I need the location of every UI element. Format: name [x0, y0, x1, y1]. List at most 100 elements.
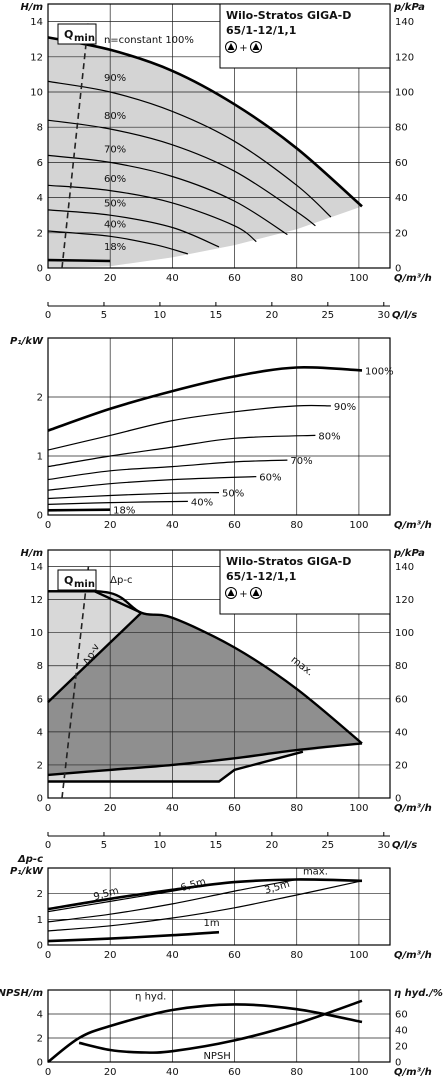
y-axis-label: P₁/kW — [10, 336, 44, 347]
qmin-box — [57, 569, 97, 591]
y-right-tick-label: 100 — [395, 628, 414, 639]
pump-arrow-icon — [227, 43, 235, 50]
x-tick-label: 0 — [45, 803, 51, 814]
chart-1: 0 20 40 60 80 1000246810121402040608010012014… — [21, 2, 432, 321]
legend-symbol: + — [239, 589, 247, 600]
y-tick-label: 6 — [37, 158, 43, 169]
x-tick-label: 40 — [166, 273, 179, 284]
x-tick-label: 80 — [290, 1067, 303, 1078]
y-right-tick-label: 140 — [395, 562, 414, 573]
series-label-18: 18% — [104, 242, 126, 253]
x-tick-label: 0 — [45, 950, 51, 961]
series-label-100: 100% — [365, 366, 394, 377]
x-tick-label: 60 — [228, 1067, 241, 1078]
series-line-80 — [47, 119, 316, 227]
series-label-70: 70% — [290, 456, 312, 467]
y-right-tick-label: 40 — [395, 1026, 408, 1037]
x-tick-label: 40 — [166, 950, 179, 961]
series-label-max: max. — [303, 866, 328, 877]
x-axis-label: Q/m³/h — [394, 950, 432, 961]
pump-arrow-icon — [227, 589, 235, 596]
x-axis-label: Q/m³/h — [394, 1067, 432, 1078]
y-right-tick-label: 120 — [395, 595, 414, 606]
series-line-100 — [47, 366, 363, 432]
max-label: max. — [289, 654, 315, 678]
series-line-3-5m — [47, 880, 363, 932]
series-label-70: 70% — [104, 145, 126, 156]
qmin-subscript: min — [74, 33, 95, 44]
plot-frame — [47, 989, 391, 1063]
y-right-tick-label: 40 — [395, 727, 408, 738]
x-secondary-tick-label: 0 — [45, 310, 51, 321]
series-label-50: 50% — [104, 199, 126, 210]
x-secondary-axis-label: Q/l/s — [392, 310, 417, 321]
plot-frame — [47, 337, 391, 516]
y-axis-label: NPSH/m — [0, 988, 43, 999]
y-axis-label: H/m — [21, 2, 43, 13]
x-tick-label: 40 — [166, 803, 179, 814]
series-line-n-constant-100 — [47, 36, 363, 208]
y-right-tick-label: 20 — [395, 1042, 408, 1053]
series-line-70 — [47, 459, 288, 481]
y-tick-label: 0 — [37, 941, 43, 952]
series-label-90: 90% — [334, 402, 356, 413]
x-tick-label: 0 — [45, 1067, 51, 1078]
y-tick-label: 2 — [37, 889, 43, 900]
x-tick-label: 20 — [104, 273, 117, 284]
y-tick-label: 2 — [37, 760, 43, 771]
y-right-tick-label: 60 — [395, 1010, 408, 1021]
qmin-subscript: min — [74, 579, 95, 590]
y-right-axis-label: p/kPa — [393, 548, 425, 559]
x-tick-label: 60 — [228, 950, 241, 961]
y-right-tick-label: 60 — [395, 158, 408, 169]
x-secondary-tick-label: 30 — [377, 310, 390, 321]
x-secondary-axis-label: Q/l/s — [392, 840, 417, 851]
plot-frame — [47, 549, 391, 799]
series-line-50 — [47, 492, 220, 500]
x-secondary-tick-label: 20 — [265, 840, 278, 851]
y-tick-label: 10 — [30, 628, 43, 639]
chart-4: 0 20 40 60 80 100012Q/m³/hP₁/kWΔp-cmax.9,5m6,… — [10, 854, 432, 961]
series-line-80 — [47, 434, 316, 468]
series-label-n-constant-100: n=constant 100% — [104, 35, 194, 46]
series-line-1m — [47, 930, 220, 943]
y-right-tick-label: 80 — [395, 123, 408, 134]
series-label-40: 40% — [191, 497, 213, 508]
x-secondary-tick-label: 15 — [210, 840, 223, 851]
plot-frame — [47, 3, 391, 269]
series-line-lower — [47, 742, 363, 777]
y-tick-label: 1 — [37, 452, 43, 463]
series-line-min — [48, 750, 304, 783]
y-right-tick-label: 0 — [395, 1058, 401, 1069]
qmin-box — [57, 23, 97, 45]
legend-symbol: + — [239, 43, 247, 54]
series-line-eta-hyd — [47, 1003, 363, 1064]
series-line-60 — [47, 184, 257, 243]
x-tick-label: 100 — [349, 520, 368, 531]
operating-area — [48, 37, 362, 269]
series-line-p-c — [48, 590, 142, 614]
series-line-9-5m — [47, 882, 220, 913]
series-line-60 — [47, 476, 257, 491]
y-right-axis-label: η hyd./% — [394, 988, 443, 999]
chart-3: 0 20 40 60 80 1000246810121402040608010012014… — [21, 548, 432, 851]
series-label-40: 40% — [104, 220, 126, 231]
y-tick-label: 2 — [37, 393, 43, 404]
series-line-50 — [47, 209, 220, 248]
y-tick-label: 0 — [37, 511, 43, 522]
y-right-tick-label: 120 — [395, 52, 414, 63]
series-label-60: 60% — [104, 174, 126, 185]
y-right-tick-label: 0 — [395, 264, 401, 275]
y-tick-label: 0 — [37, 264, 43, 275]
y-right-tick-label: 80 — [395, 661, 408, 672]
series-line-npsh — [78, 999, 363, 1054]
y-tick-label: 0 — [37, 1058, 43, 1069]
y-tick-label: 12 — [30, 595, 43, 606]
series-line-6-5m — [47, 878, 297, 923]
series-line-18 — [47, 258, 111, 263]
x-secondary-tick-label: 10 — [154, 310, 167, 321]
y-tick-label: 6 — [37, 694, 43, 705]
